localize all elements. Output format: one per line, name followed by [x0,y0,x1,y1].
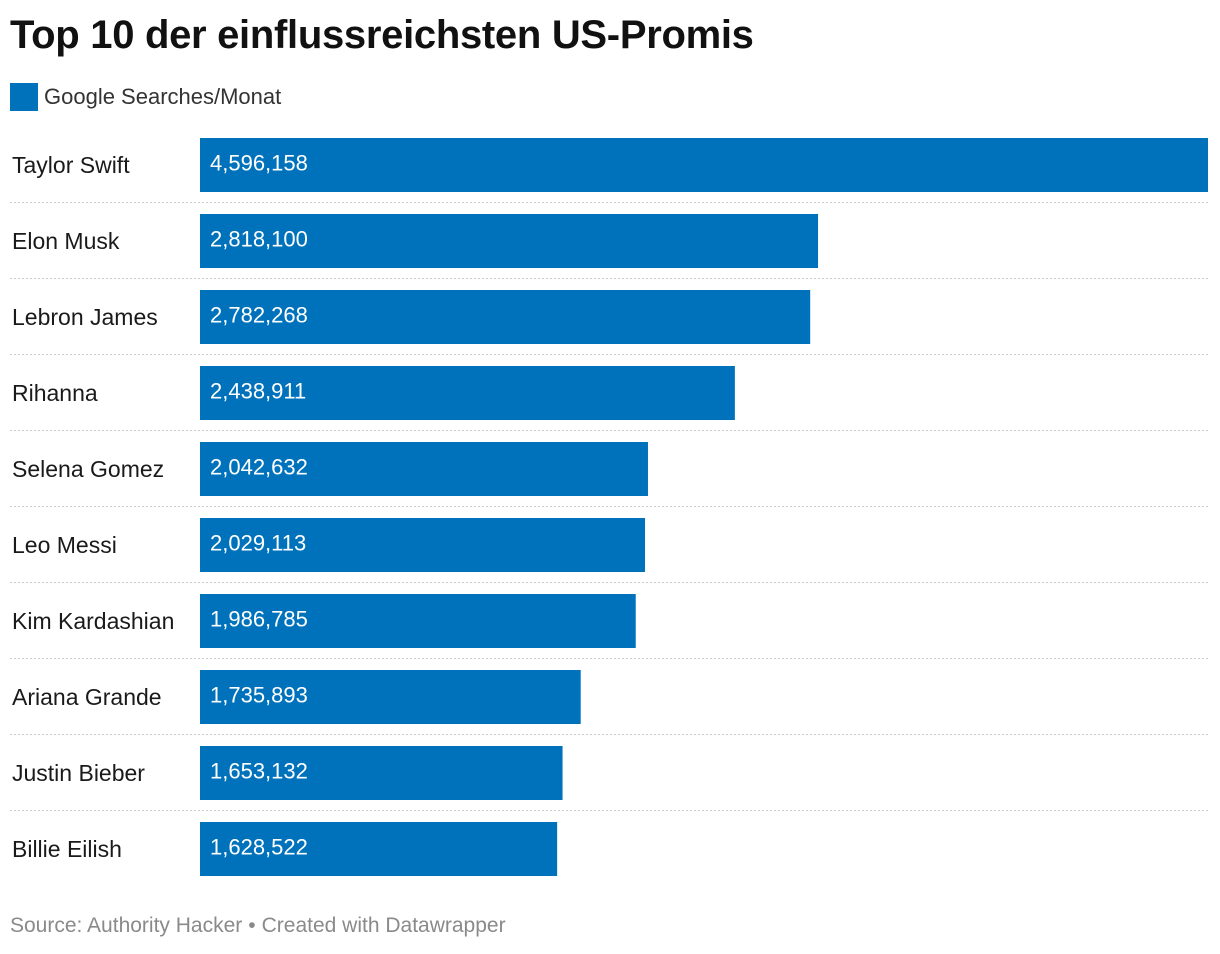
category-label: Justin Bieber [12,760,145,786]
legend-label: Google Searches/Monat [44,84,282,109]
source-note: Source: Authority Hacker [10,914,243,937]
value-label: 2,029,113 [210,531,306,556]
bar [200,290,811,344]
value-label: 2,438,911 [210,379,306,404]
value-label: 1,628,522 [210,835,308,860]
footer-separator: • [248,914,256,937]
category-label: Rihanna [12,380,98,406]
category-label: Ariana Grande [12,684,162,710]
value-label: 1,986,785 [210,607,308,632]
bar [200,138,1208,192]
category-label: Selena Gomez [12,456,164,482]
value-label: 1,653,132 [210,759,308,784]
value-label: 2,042,632 [210,455,308,480]
legend-swatch [10,83,38,111]
bar [200,366,735,420]
footer: Source: Authority Hacker • Created with Da… [10,914,506,938]
category-label: Elon Musk [12,228,120,254]
legend: Google Searches/Monat [10,82,281,112]
category-label: Taylor Swift [12,152,130,178]
bar [200,214,819,268]
bar [200,594,636,648]
value-label: 2,818,100 [210,227,308,252]
chart-title: Top 10 der einflussreichsten US-Promis [10,13,754,57]
bar [200,442,648,496]
category-label: Billie Eilish [12,836,122,862]
value-label: 4,596,158 [210,151,308,176]
category-label: Lebron James [12,304,158,330]
value-label: 2,782,268 [210,303,308,328]
category-label: Leo Messi [12,532,117,558]
bar [200,518,646,572]
bar [200,670,581,724]
value-label: 1,735,893 [210,683,308,708]
category-label: Kim Kardashian [12,608,174,634]
bar [200,822,558,876]
bar [200,746,563,800]
credit-link[interactable]: Created with Datawrapper [261,914,506,937]
bar-chart: Taylor Swift 4,596,158 Elon Musk 2,818,100 L… [10,138,1208,876]
